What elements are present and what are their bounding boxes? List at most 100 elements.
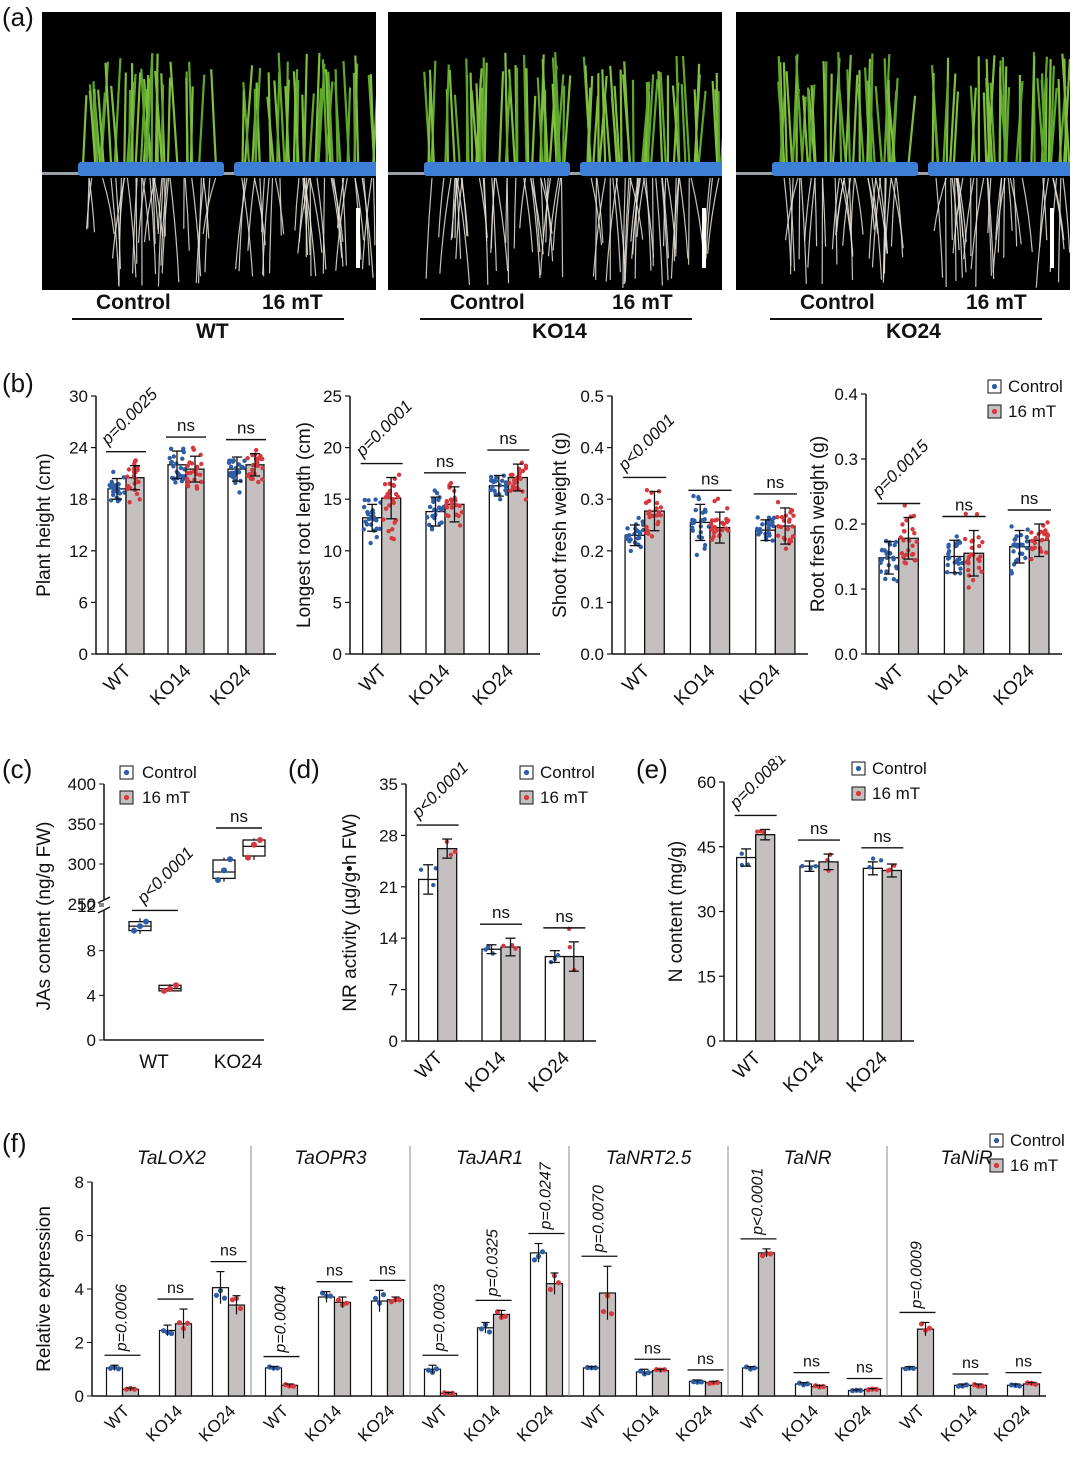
panel-label-b: (b) [2, 368, 34, 398]
root-strand [850, 177, 855, 233]
point-treatment [260, 477, 265, 482]
bar-control [167, 464, 187, 655]
root-strand [198, 177, 202, 284]
y-tick-label: 24 [69, 439, 88, 458]
root-strand [890, 177, 897, 247]
root-strand [316, 177, 327, 270]
point-control [483, 947, 488, 952]
root-strand [687, 177, 690, 265]
chart-relative-expression: 0 2 4 6 8 Relative expression TaLOX2 WT p=0.0006… [34, 1131, 1065, 1446]
root-strand [1013, 177, 1018, 247]
point-control [1015, 544, 1020, 549]
point-treatment [449, 505, 455, 510]
leaf-blade [657, 70, 664, 163]
y-tick-label: 0.3 [834, 450, 858, 469]
point-treatment [971, 1381, 978, 1388]
legend-dot-treatment [993, 1162, 1000, 1169]
leaf-blade [619, 69, 623, 163]
point-treatment [779, 514, 785, 520]
legend-dot-control [991, 383, 998, 390]
bar-control [211, 1287, 230, 1397]
root-strand [956, 177, 964, 238]
root-strand [519, 177, 527, 229]
point-treatment [715, 496, 721, 501]
point-control [635, 528, 640, 534]
point-control [437, 521, 442, 526]
point-treatment [512, 477, 517, 483]
bar-control [362, 517, 383, 655]
point-treatment [654, 506, 659, 511]
leaf-blade [504, 78, 512, 163]
leaf-blade [874, 86, 883, 163]
root-strand [800, 177, 807, 284]
point-control [892, 542, 897, 548]
point-control [878, 858, 884, 863]
point-control [760, 522, 765, 527]
bar-control [755, 529, 776, 655]
point-control [373, 497, 378, 502]
point-treatment [250, 471, 255, 476]
root-strand [333, 177, 344, 267]
root-strand [261, 177, 266, 233]
significance-label: p<0.0001 [407, 758, 472, 823]
point-treatment [977, 558, 982, 564]
bar-control [481, 948, 502, 1042]
bar-control [488, 485, 509, 655]
y-tick-label: 45 [697, 838, 716, 857]
root-strand [1052, 177, 1065, 240]
leaf-blade [970, 87, 977, 163]
x-tick-label: KO24 [469, 660, 519, 710]
point-treatment [775, 533, 781, 538]
y-tick-label: 0.4 [580, 439, 604, 458]
point-treatment [787, 517, 792, 522]
leaf-blade [659, 72, 667, 163]
plant-photo-ko24 [736, 52, 1070, 288]
significance-label: p=0.0325 [485, 1229, 502, 1297]
point-treatment [910, 543, 915, 548]
root-strand [111, 177, 126, 259]
bar-control [862, 867, 883, 1042]
root-strand [1035, 177, 1049, 288]
point-control [380, 1292, 387, 1298]
root-strand [361, 177, 373, 270]
point-control [894, 566, 900, 571]
foam-tray [928, 162, 1070, 176]
point-treatment [199, 461, 204, 467]
y-axis-title: Longest root length (cm) [294, 422, 315, 628]
leaf-blade [675, 55, 681, 163]
point-treatment [902, 503, 907, 508]
bar-control [425, 510, 446, 655]
y-tick-label: 400 [68, 775, 96, 794]
significance-label: p=0.0004 [273, 1285, 290, 1353]
point-control [143, 918, 149, 925]
y-tick-label: 28 [379, 826, 398, 845]
photo-wt-control-label: Control [96, 291, 171, 314]
bar-treatment [185, 468, 205, 655]
point-treatment [725, 506, 730, 511]
leaf-blade [99, 92, 107, 163]
root-strand [987, 177, 995, 280]
root-strand [88, 177, 96, 233]
point-treatment [974, 512, 980, 517]
leaf-blade [887, 79, 891, 163]
point-treatment [775, 514, 780, 520]
legend-dot-control [123, 769, 130, 776]
leaf-blade [785, 71, 794, 163]
significance-label: ns [326, 1263, 343, 1280]
point-treatment [644, 527, 650, 533]
significance-label: p=0.0001 [351, 396, 416, 461]
y-axis-title: JAs content (ng/g FW) [34, 821, 55, 1010]
point-control [531, 1257, 538, 1263]
point-treatment [250, 462, 256, 468]
point-control [110, 485, 115, 490]
y-tick-label: 15 [697, 967, 716, 986]
x-tick-label: KO24 [525, 1047, 575, 1097]
point-treatment [186, 483, 191, 489]
leaf-blade [315, 88, 323, 163]
point-treatment [912, 558, 917, 563]
point-control [636, 515, 641, 521]
leaf-blade [324, 69, 331, 163]
significance-label: ns [220, 1243, 237, 1260]
point-control [230, 459, 235, 464]
root-strand [951, 177, 960, 251]
